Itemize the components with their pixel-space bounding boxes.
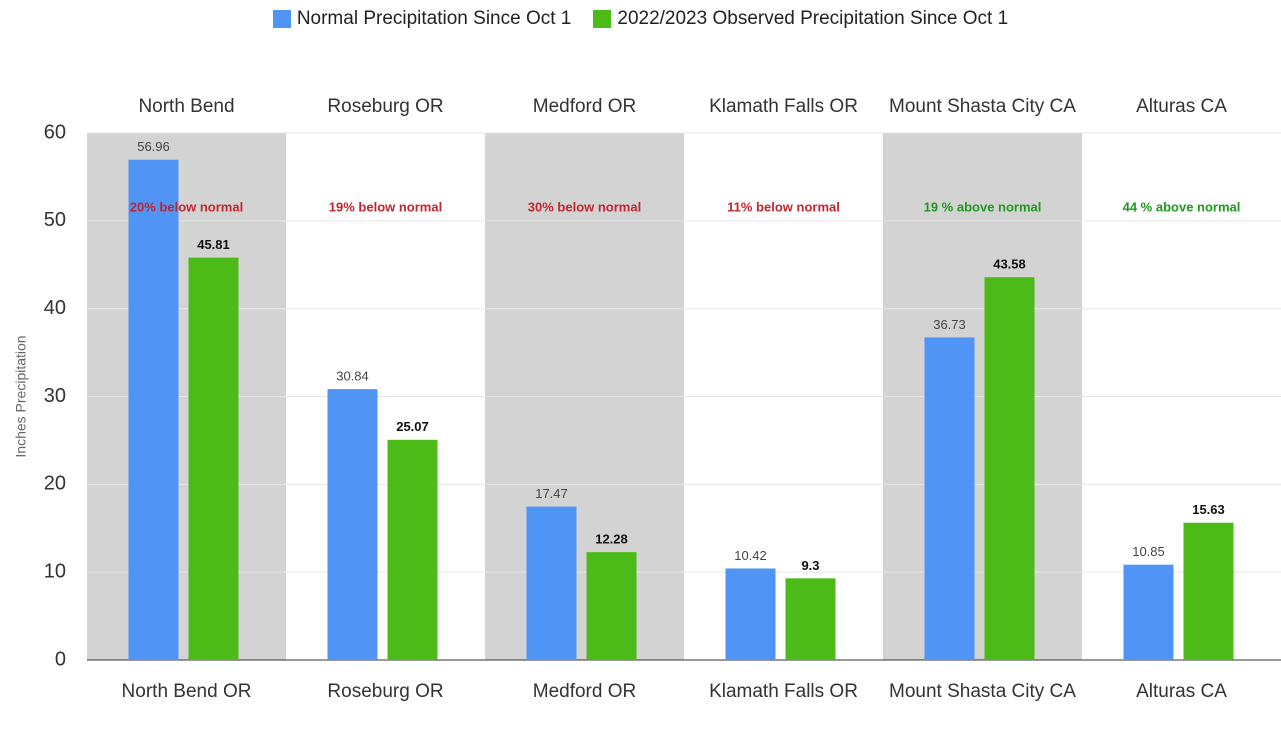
bar xyxy=(984,277,1035,660)
top-category-label: Mount Shasta City CA xyxy=(889,96,1076,117)
legend-label: 2022/2023 Observed Precipitation Since O… xyxy=(617,8,1009,29)
top-category-label: Klamath Falls OR xyxy=(709,96,858,117)
legend: Normal Precipitation Since Oct 1 2022/202… xyxy=(0,8,1281,30)
x-tick-label: Klamath Falls OR xyxy=(709,681,858,702)
bar xyxy=(128,159,179,660)
bar xyxy=(725,568,776,660)
value-label: 9.3 xyxy=(801,558,819,573)
top-category-label: Medford OR xyxy=(532,96,637,117)
value-label: 56.96 xyxy=(137,139,170,154)
bar xyxy=(1123,564,1174,660)
x-tick-label: Medford OR xyxy=(532,681,637,702)
value-label: 10.85 xyxy=(1132,544,1165,559)
top-category-label: Roseburg OR xyxy=(327,96,444,117)
y-tick-label: 50 xyxy=(44,209,66,231)
value-label: 45.81 xyxy=(197,237,230,252)
value-label: 15.63 xyxy=(1192,502,1225,517)
y-axis-label: Inches Precipitation xyxy=(13,335,29,457)
value-label: 25.07 xyxy=(396,419,429,434)
x-tick-label: Alturas CA xyxy=(1136,681,1227,702)
legend-item: Normal Precipitation Since Oct 1 xyxy=(272,8,572,30)
annotation: 19 % above normal xyxy=(924,199,1042,214)
y-tick-label: 40 xyxy=(44,297,66,319)
value-label: 10.42 xyxy=(734,548,767,563)
value-label: 30.84 xyxy=(336,369,369,384)
top-category-label: Alturas CA xyxy=(1136,96,1227,117)
annotation: 19% below normal xyxy=(329,199,442,214)
annotation: 20% below normal xyxy=(130,199,243,214)
bar xyxy=(327,389,378,660)
value-label: 43.58 xyxy=(993,257,1026,272)
y-tick-label: 30 xyxy=(44,385,66,407)
bar xyxy=(387,439,438,660)
legend-label: Normal Precipitation Since Oct 1 xyxy=(296,8,572,29)
bar xyxy=(924,337,975,660)
x-tick-label: Roseburg OR xyxy=(327,681,444,702)
y-tick-label: 20 xyxy=(44,473,66,495)
bar xyxy=(188,257,239,660)
y-tick-label: 0 xyxy=(55,648,66,670)
annotation: 44 % above normal xyxy=(1123,199,1241,214)
bar xyxy=(526,506,577,660)
annotation: 11% below normal xyxy=(727,199,840,214)
annotation: 30% below normal xyxy=(528,199,641,214)
value-label: 17.47 xyxy=(535,486,568,501)
bar xyxy=(1183,522,1234,660)
top-category-label: North Bend xyxy=(138,96,235,117)
value-label: 12.28 xyxy=(595,532,628,547)
legend-item: 2022/2023 Observed Precipitation Since O… xyxy=(593,8,1008,30)
bar xyxy=(586,552,637,660)
y-tick-label: 60 xyxy=(44,121,66,143)
y-tick-label: 10 xyxy=(44,560,66,582)
legend-swatch xyxy=(272,10,291,28)
x-tick-label: Mount Shasta City CA xyxy=(889,681,1076,702)
bar xyxy=(785,578,836,660)
legend-swatch xyxy=(593,10,612,28)
value-label: 36.73 xyxy=(933,317,966,332)
x-tick-label: North Bend OR xyxy=(121,681,252,702)
